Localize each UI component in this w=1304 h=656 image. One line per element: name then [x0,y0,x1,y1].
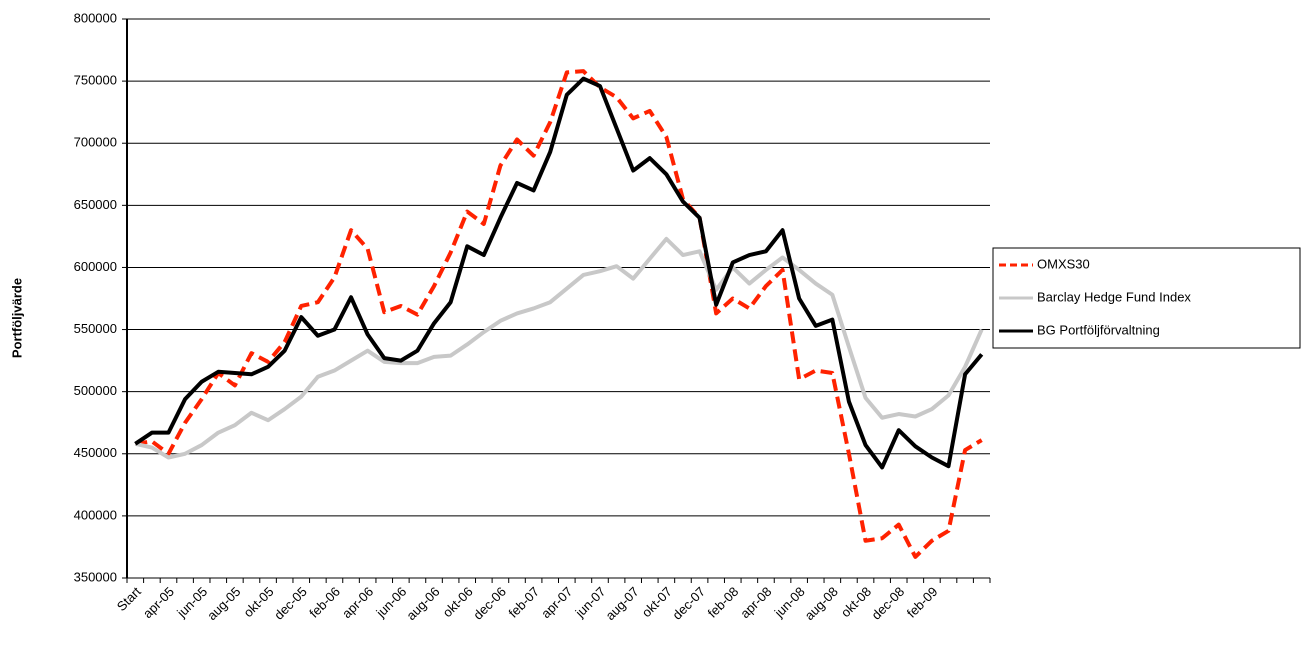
x-tick-label: apr-05 [140,584,177,621]
x-tick-label: aug-06 [403,584,442,623]
x-tick-label: apr-08 [737,584,774,621]
x-tick-label: feb-08 [705,584,742,621]
x-tick-label: jun-06 [373,584,410,621]
y-tick-label: 400000 [74,507,117,522]
y-tick-label: 550000 [74,321,117,336]
x-tick-label: apr-06 [339,584,376,621]
y-tick-label: 350000 [74,569,117,584]
x-tick-label: okt-05 [240,584,276,620]
x-tick-label: feb-06 [306,584,343,621]
y-tick-label: 600000 [74,259,117,274]
x-tick-label: aug-05 [204,584,243,623]
legend-label: Barclay Hedge Fund Index [1037,289,1191,304]
y-tick-label: 450000 [74,445,117,460]
x-tick-label: aug-07 [603,584,642,623]
x-tick-label: dec-08 [869,584,908,623]
x-tick-label: feb-09 [904,584,941,621]
x-tick-label: jun-05 [173,584,210,621]
legend-label: BG Portföljförvaltning [1037,322,1160,337]
y-tick-label: 800000 [74,10,117,25]
x-tick-label: aug-08 [802,584,841,623]
y-axis-label: Portföljvärde [9,278,24,358]
x-tick-label: feb-07 [505,584,542,621]
x-tick-label: apr-07 [538,584,575,621]
x-tick-label: jun-08 [771,584,808,621]
y-tick-label: 700000 [74,135,117,150]
x-tick-label: dec-06 [470,584,509,623]
x-tick-label: jun-07 [572,584,609,621]
series-line [134,76,984,470]
legend-label: OMXS30 [1037,256,1090,271]
legend-box [992,247,1301,349]
series-line [134,236,984,460]
y-tick-label: 750000 [74,73,117,88]
x-tick-label: dec-07 [669,584,708,623]
y-tick-label: 650000 [74,197,117,212]
x-tick-label: okt-08 [838,584,874,620]
x-tick-label: dec-05 [271,584,310,623]
y-tick-label: 500000 [74,383,117,398]
series-line [135,69,983,559]
x-tick-label: okt-06 [440,584,476,620]
x-tick-label: okt-07 [639,584,675,620]
